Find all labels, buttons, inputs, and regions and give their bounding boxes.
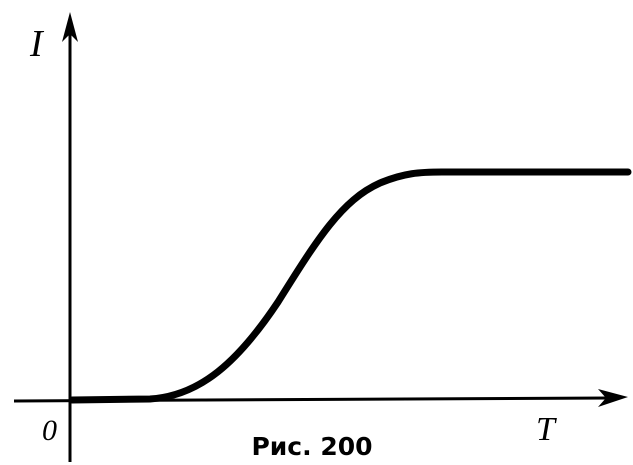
sigmoid-curve xyxy=(68,168,632,404)
y-axis-arrow xyxy=(62,12,78,42)
x-axis-arrow xyxy=(598,389,628,407)
origin-label: 0 xyxy=(42,414,57,447)
y-axis-label: I xyxy=(29,23,45,65)
x-axis-label: T xyxy=(536,411,557,448)
caption: Рис. 200 xyxy=(251,432,372,461)
